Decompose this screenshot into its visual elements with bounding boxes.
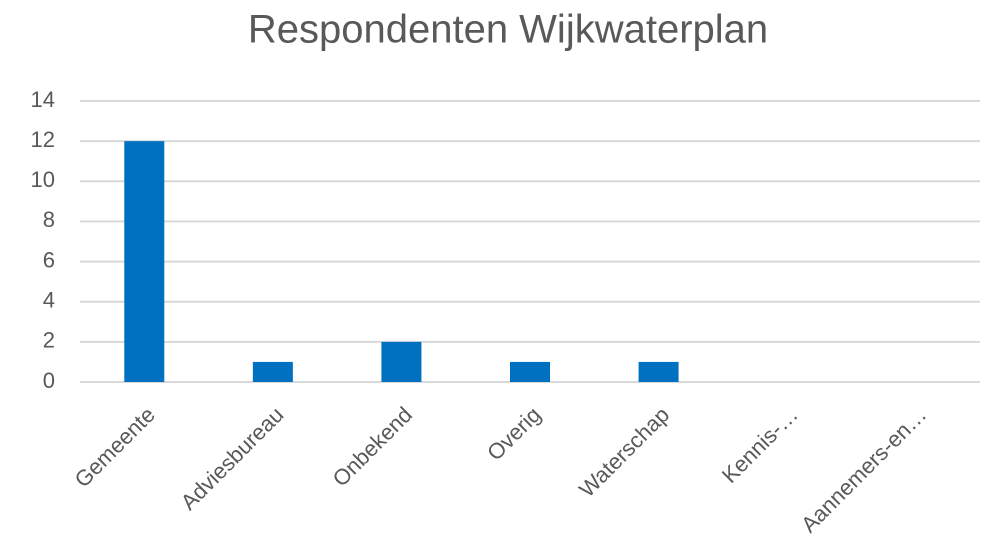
y-tick-label: 12: [31, 127, 55, 152]
x-tick-label: Onbekend: [328, 402, 417, 491]
x-tick-label: Waterschap: [574, 402, 674, 502]
bar: [381, 341, 422, 382]
x-tick-label: Aannemers-en…: [796, 402, 931, 537]
x-tick-label: Kennis-…: [717, 402, 803, 488]
y-tick-label: 8: [43, 207, 55, 232]
chart-title: Respondenten Wijkwaterplan: [248, 8, 768, 52]
x-tick-label: Overig: [482, 402, 545, 465]
bar: [252, 361, 293, 382]
y-tick-label: 14: [31, 87, 55, 112]
y-tick-label: 4: [43, 288, 55, 313]
y-tick-label: 2: [43, 328, 55, 353]
y-tick-label: 10: [31, 167, 55, 192]
y-tick-label: 0: [43, 368, 55, 393]
bar: [510, 361, 550, 382]
x-tick-label: Adviesbureau: [176, 402, 289, 515]
x-tick-label: Gemeente: [70, 402, 160, 492]
y-tick-label: 6: [43, 247, 55, 272]
bar: [638, 361, 679, 382]
bar: [124, 141, 165, 382]
